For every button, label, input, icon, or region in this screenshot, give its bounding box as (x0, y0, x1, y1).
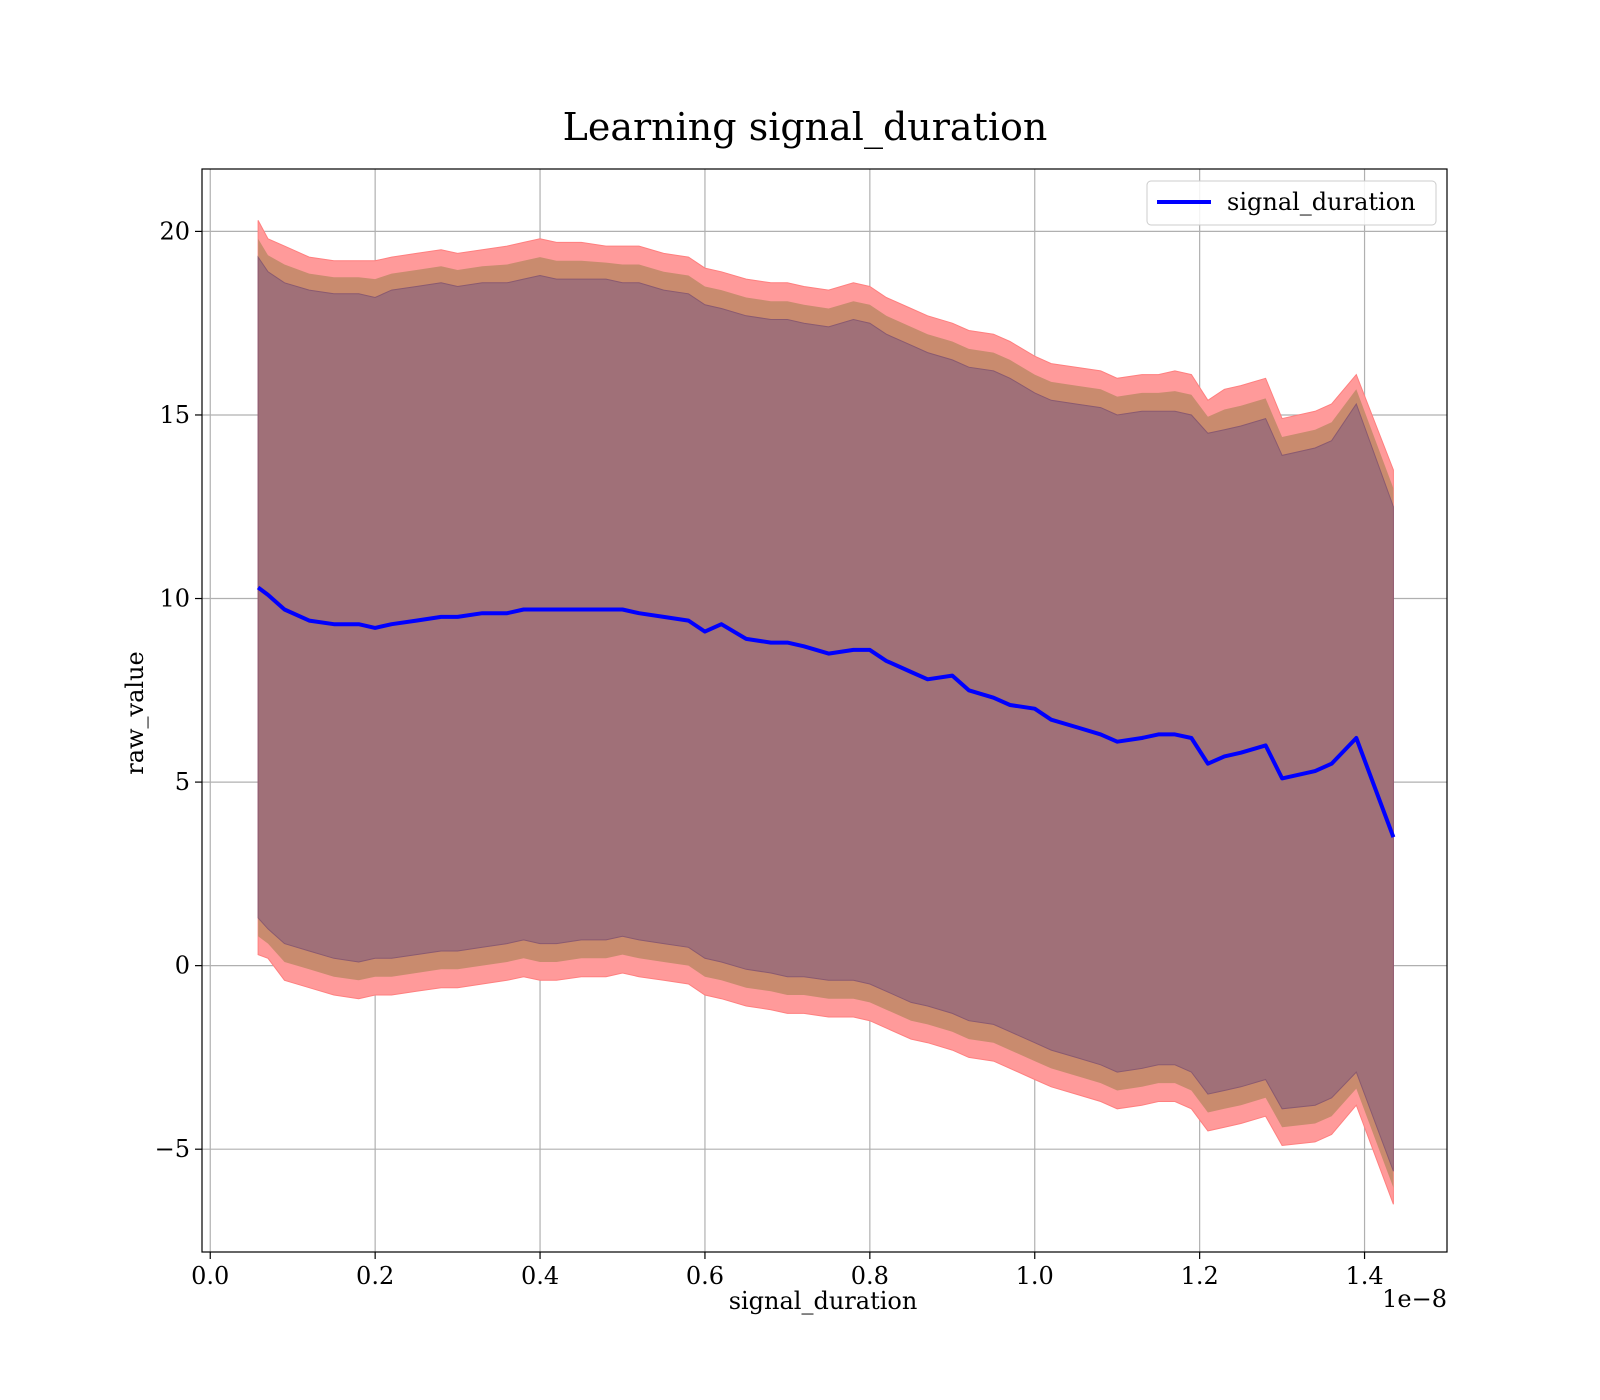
x-tick-label: 1.0 (1016, 1262, 1054, 1290)
y-tick-label: 0 (175, 952, 190, 980)
y-axis-label: raw_value (121, 651, 149, 775)
y-tick-label: 20 (159, 217, 190, 245)
plot-frame (201, 168, 1448, 1253)
x-tick-label: 0.2 (356, 1262, 394, 1290)
x-tick-label: 0.0 (191, 1262, 229, 1290)
signal-duration-line (256, 585, 1396, 838)
x-axis-offset-label: 1e−8 (1382, 1285, 1447, 1313)
legend: signal_duration (1146, 180, 1437, 226)
inner-confidence-band (257, 255, 1394, 1172)
legend-label: signal_duration (1227, 188, 1416, 216)
chart-title: Learning signal_duration (563, 105, 1048, 150)
x-tick-label: 0.6 (686, 1262, 724, 1290)
y-tick-label: 15 (159, 401, 190, 429)
x-tick-label: 1.2 (1181, 1262, 1219, 1290)
x-tick-label: 0.4 (521, 1262, 559, 1290)
y-tick-label: 10 (159, 585, 190, 613)
y-tick-label: −5 (155, 1135, 190, 1163)
y-axis-ticks: −5 0 5 10 15 20 (155, 217, 202, 1163)
x-axis-ticks: 0.0 0.2 0.4 0.6 0.8 1.0 1.2 1.4 (191, 1252, 1384, 1290)
x-tick-label: 1.4 (1345, 1262, 1383, 1290)
legend-box (1146, 180, 1437, 226)
y-tick-label: 5 (175, 768, 190, 796)
series-lines (256, 585, 1396, 838)
x-axis-label: signal_duration (729, 1287, 918, 1315)
confidence-bands (257, 220, 1394, 1205)
x-tick-label: 0.8 (851, 1262, 889, 1290)
